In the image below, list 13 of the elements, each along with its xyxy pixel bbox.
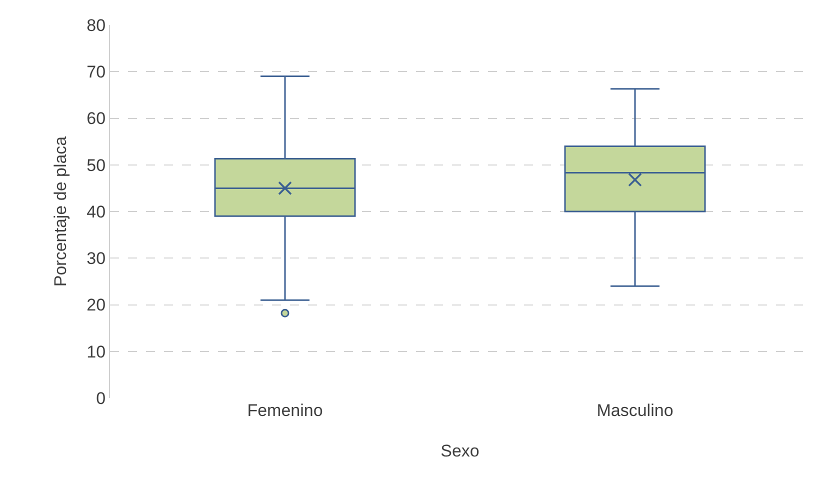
y-tick-label: 40 xyxy=(86,202,106,222)
y-tick-label: 70 xyxy=(86,62,106,82)
y-tick-label: 20 xyxy=(86,296,106,315)
y-tick-label: 0 xyxy=(96,388,106,408)
y-tick-label: 30 xyxy=(86,249,106,268)
x-axis-title: Sexo xyxy=(440,441,480,460)
x-tick-label: Masculino xyxy=(596,401,674,420)
y-axis-title: Porcentaje de placa xyxy=(51,136,70,287)
y-tick-label: 80 xyxy=(86,16,106,35)
y-tick-label: 50 xyxy=(86,156,106,175)
x-tick-label: Femenino xyxy=(247,401,323,420)
y-tick-label: 10 xyxy=(86,342,106,362)
y-tick-label: 60 xyxy=(86,109,106,128)
